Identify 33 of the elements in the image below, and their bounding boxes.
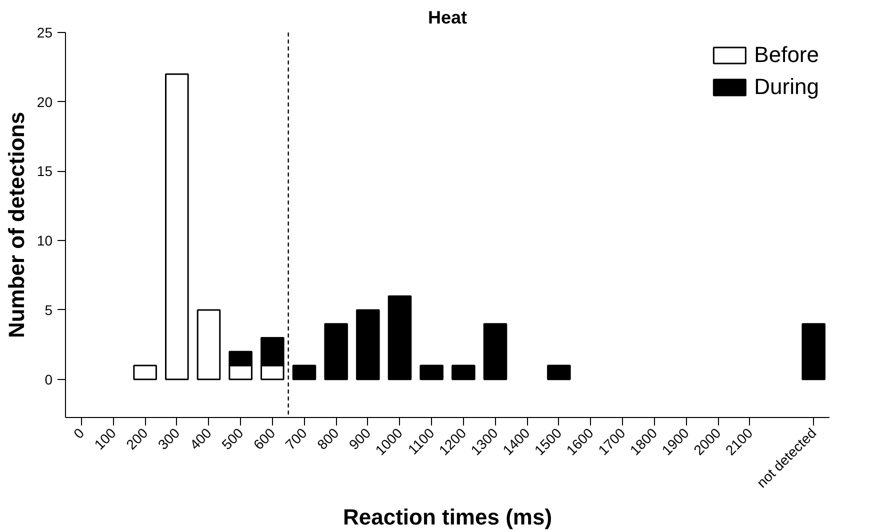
x-tick-label: 700 <box>282 424 310 453</box>
x-tick-label: 800 <box>314 424 342 453</box>
y-tick-label: 10 <box>36 232 53 249</box>
x-tick-label: 900 <box>346 424 374 453</box>
y-tick-label: 20 <box>36 94 53 110</box>
bar <box>452 364 476 380</box>
bar <box>388 295 412 380</box>
y-tick-label: 25 <box>36 24 53 40</box>
legend-label: During <box>754 74 819 100</box>
x-tick-label: 0 <box>70 424 88 442</box>
legend-label: Before <box>754 42 819 68</box>
y-tick-label: 5 <box>44 302 53 318</box>
bar <box>292 364 316 380</box>
bar <box>420 364 444 380</box>
x-tick-label: 600 <box>250 424 278 453</box>
x-tick-label: 100 <box>91 424 120 453</box>
y-axis-title: Number of detections <box>4 112 29 338</box>
y-tick-label: 0 <box>44 371 53 388</box>
bar <box>547 364 571 380</box>
x-tick-label: 300 <box>154 424 183 453</box>
x-tick-label: 500 <box>218 424 246 453</box>
bar <box>802 323 826 380</box>
bar <box>356 309 380 380</box>
y-tick-label: 15 <box>36 163 53 180</box>
bar <box>196 309 221 380</box>
x-tick-label: 400 <box>186 424 215 453</box>
bar <box>483 323 508 380</box>
x-axis-title: Reaction times (ms) <box>342 504 552 530</box>
bar <box>165 73 189 380</box>
bar <box>324 323 348 380</box>
bar <box>133 364 157 380</box>
chart-title: Heat <box>428 8 468 28</box>
x-tick-label: 200 <box>122 424 151 453</box>
